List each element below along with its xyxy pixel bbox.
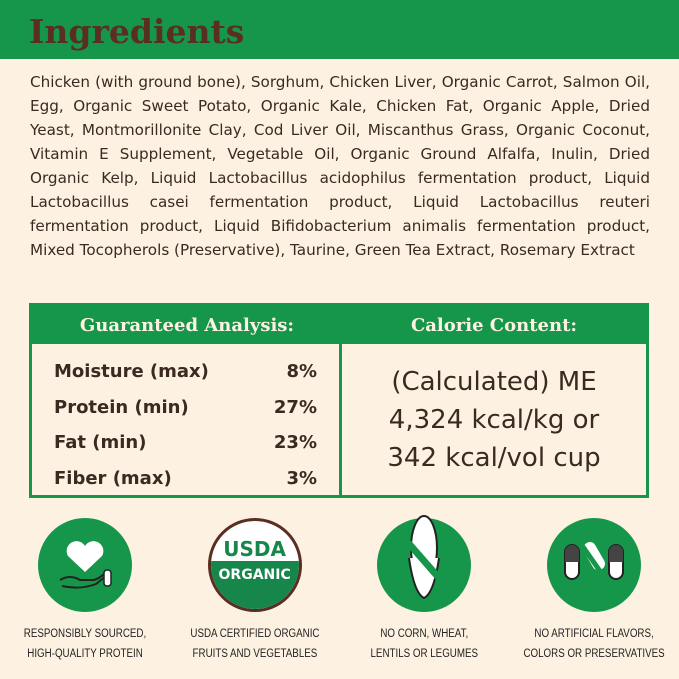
badge-label: HIGH-QUALITY PROTEIN xyxy=(27,648,143,660)
row-value: 3% xyxy=(286,467,317,489)
badge-label: NO CORN, WHEAT, xyxy=(380,628,469,640)
calorie-content: (Calculated) ME 4,324 kcal/kg or 342 kca… xyxy=(342,344,646,495)
analysis-row: Fiber (max) 3% xyxy=(54,461,317,497)
ingredients-text: Chicken (with ground bone), Sorghum, Chi… xyxy=(30,73,650,259)
badge-no-corn: NO CORN, WHEAT, LENTILS OR LEGUMES xyxy=(340,515,510,664)
calorie-title: Calorie Content: xyxy=(410,314,578,336)
badge-no-artificial: NO ARTIFICIAL FLAVORS, COLORS OR PRESERVA… xyxy=(509,518,679,664)
page-title: Ingredients xyxy=(29,12,245,51)
calorie-line: 342 kcal/vol cup xyxy=(387,442,601,473)
analysis-row: Moisture (max) 8% xyxy=(54,354,317,390)
analysis-box: Guaranteed Analysis: Calorie Content: Moi… xyxy=(29,303,649,498)
row-value: 8% xyxy=(286,361,317,382)
badge-label: NO ARTIFICIAL FLAVORS, xyxy=(534,628,654,640)
analysis-title: Guaranteed Analysis: xyxy=(79,314,295,336)
analysis-row: Protein (min) 27% xyxy=(54,390,317,426)
row-label: Fiber (max) xyxy=(54,467,172,489)
badge-protein: RESPONSIBLY SOURCED, HIGH-QUALITY PROTEIN xyxy=(0,518,170,664)
usda-organic-seal: USDA ORGANIC xyxy=(207,518,302,612)
seal-bottom-text: ORGANIC xyxy=(210,561,299,609)
analysis-table: Moisture (max) 8% Protein (min) 27% Fat (m… xyxy=(32,344,342,495)
badge-label: LENTILS OR LEGUMES xyxy=(370,648,479,660)
analysis-row: Fat (min) 23% xyxy=(54,425,317,461)
row-value: 23% xyxy=(273,432,317,453)
calorie-line: 4,324 kcal/kg or xyxy=(388,404,600,435)
seal-top-text: USDA xyxy=(223,537,286,561)
badge-label: FRUITS AND VEGETABLES xyxy=(192,648,317,660)
row-label: Fat (min) xyxy=(54,432,147,453)
row-label: Moisture (max) xyxy=(54,361,209,382)
no-capsules-icon xyxy=(547,518,642,612)
badge-label: USDA CERTIFIED ORGANIC xyxy=(190,628,320,640)
no-corn-icon xyxy=(377,515,472,612)
badge-label: RESPONSIBLY SOURCED, xyxy=(23,628,147,640)
header-bar: Ingredients xyxy=(0,0,679,59)
calorie-line: (Calculated) ME xyxy=(391,366,597,397)
heart-hand-icon xyxy=(37,518,132,612)
badge-usda: USDA ORGANIC USDA CERTIFIED ORGANIC FRUITS… xyxy=(170,518,340,664)
row-label: Protein (min) xyxy=(54,396,189,418)
badge-label: COLORS OR PRESERVATIVES xyxy=(523,648,665,660)
row-value: 27% xyxy=(273,396,317,418)
